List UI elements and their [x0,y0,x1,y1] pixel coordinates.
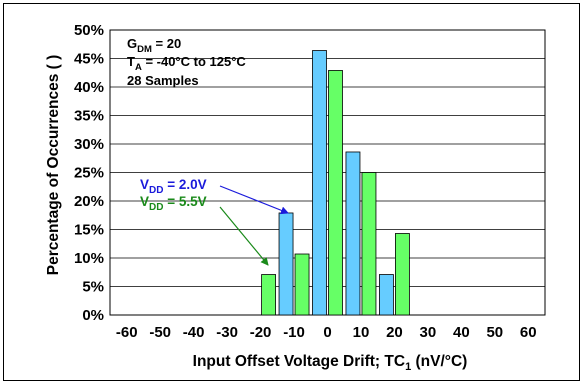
y-tick-labels: 0% 5% 10% 15% 20% 25% 30% 35% 40% 45% 50% [74,22,104,324]
bar-vdd-5v5 [361,172,377,316]
bar-vdd-5v5 [294,253,310,316]
y-tick-label: 5% [82,279,104,296]
bars-group [261,50,410,316]
y-tick-label: 10% [74,250,104,267]
condition-ta: TA = -40°C to 125°C [127,54,246,73]
bar-vdd-5v5 [261,274,276,316]
y-tick-label: 40% [74,79,104,96]
y-tick-label: 20% [74,193,104,210]
legend-label-vdd-2v: VDD = 2.0V [140,177,207,196]
grid-lines [109,29,546,316]
arrow-vdd-5v5 [219,206,269,266]
x-tick-label: 40 [453,324,470,341]
arrow-vdd-2v [219,185,289,215]
bar-vdd-5v5 [395,233,410,316]
condition-gdm: GDM = 20 [127,36,181,55]
y-tick-label: 50% [74,22,104,39]
x-tick-label: -50 [149,324,171,341]
x-tick-labels: -60 -50 -40 -30 -20 -10 0 10 20 30 40 50 60 [116,324,537,341]
condition-samples: 28 Samples [127,73,199,88]
x-tick-label: 50 [486,324,503,341]
x-tick-label: 0 [323,324,331,341]
legend-label-vdd-5v5: VDD = 5.5V [140,194,207,213]
x-tick-label: 20 [386,324,403,341]
x-tick-label: 10 [353,324,370,341]
x-tick-label: -20 [250,324,272,341]
x-tick-label: -10 [283,324,305,341]
x-tick-label: 30 [420,324,437,341]
y-tick-label: 0% [82,307,104,324]
bar-vdd-5v5 [328,70,343,316]
chart-frame [3,3,580,381]
y-tick-label: 45% [74,51,104,68]
bar-vdd-2v [278,212,294,316]
y-tick-label: 35% [74,108,104,125]
x-tick-label: -40 [183,324,205,341]
y-tick-label: 15% [74,222,104,239]
y-axis-label: Percentage of Occurrences ( ) [45,55,62,276]
bar-vdd-2v [345,151,361,316]
bar-vdd-2v [379,274,394,316]
x-tick-label: -30 [216,324,238,341]
y-tick-label: 30% [74,136,104,153]
x-axis-label: Input Offset Voltage Drift; TC1 (nV/°C) [193,353,468,373]
y-tick-label: 25% [74,165,104,182]
x-tick-label: 60 [520,324,537,341]
bar-vdd-2v [312,50,327,316]
x-tick-label: -60 [116,324,138,341]
